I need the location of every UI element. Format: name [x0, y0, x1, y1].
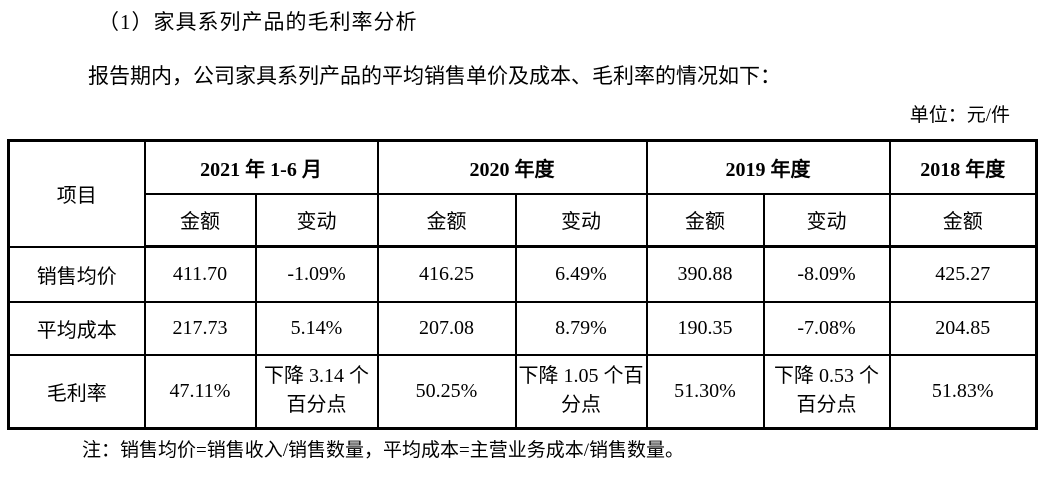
- header-change-2019: 变动: [762, 192, 891, 248]
- unit-label: 单位：元/件: [909, 105, 1010, 126]
- cell-change-2019: 下降 0.53 个百分点: [762, 353, 891, 430]
- cell-amount-2020: 416.25: [376, 245, 517, 303]
- gross-margin-table: 项目 2021 年 1-6 月 2020 年度 2019 年度 2018 年度 …: [7, 139, 1039, 430]
- header-change-2021: 变动: [254, 192, 379, 248]
- cell-amount-2019: 390.88: [645, 245, 765, 303]
- cell-change-2019: -7.08%: [762, 300, 891, 356]
- header-group-2020: 2020 年度: [376, 139, 648, 195]
- cell-change-2021: -1.09%: [254, 245, 379, 303]
- cell-amount-2021: 411.70: [143, 245, 257, 303]
- header-amount-2020: 金额: [376, 192, 517, 248]
- header-amount-2018: 金额: [888, 192, 1038, 248]
- row-label: 毛利率: [7, 353, 146, 430]
- cell-change-2020: 8.79%: [514, 300, 648, 356]
- footnote: 注：销售均价=销售收入/销售数量，平均成本=主营业务成本/销售数量。: [82, 440, 684, 461]
- table-header-row-cols: 金额 变动 金额 变动 金额 变动 金额: [9, 192, 1038, 248]
- cell-change-2019: -8.09%: [762, 245, 891, 303]
- header-group-2018: 2018 年度: [888, 139, 1038, 195]
- cell-amount-2018: 204.85: [888, 300, 1038, 356]
- section-title: （1）家具系列产品的毛利率分析: [98, 10, 418, 34]
- row-label: 销售均价: [7, 245, 146, 303]
- table-row-gross-margin: 毛利率 47.11% 下降 3.14 个百分点 50.25% 下降 1.05 个…: [7, 353, 1038, 430]
- table-row-avg-cost: 平均成本 217.73 5.14% 207.08 8.79% 190.35 -7…: [7, 300, 1038, 356]
- cell-amount-2018: 51.83%: [888, 353, 1038, 430]
- cell-amount-2021: 47.11%: [143, 353, 257, 430]
- header-group-2019: 2019 年度: [645, 139, 891, 195]
- cell-change-2021: 下降 3.14 个百分点: [254, 353, 379, 430]
- cell-change-2020: 6.49%: [514, 245, 648, 303]
- cell-amount-2020: 50.25%: [376, 353, 517, 430]
- header-group-2021: 2021 年 1-6 月: [143, 139, 379, 195]
- table-header-row-groups: 项目 2021 年 1-6 月 2020 年度 2019 年度 2018 年度: [7, 139, 1038, 248]
- cell-change-2021: 5.14%: [254, 300, 379, 356]
- cell-amount-2019: 190.35: [645, 300, 765, 356]
- cell-amount-2018: 425.27: [888, 245, 1038, 303]
- header-amount-2019: 金额: [645, 192, 765, 248]
- header-change-2020: 变动: [514, 192, 648, 248]
- header-item: 项目: [7, 139, 146, 248]
- cell-change-2020: 下降 1.05 个百分点: [514, 353, 648, 430]
- cell-amount-2019: 51.30%: [645, 353, 765, 430]
- table-row-avg-price: 销售均价 411.70 -1.09% 416.25 6.49% 390.88 -…: [7, 245, 1038, 303]
- row-label: 平均成本: [7, 300, 146, 356]
- header-amount-2021: 金额: [143, 192, 257, 248]
- cell-amount-2021: 217.73: [143, 300, 257, 356]
- cell-amount-2020: 207.08: [376, 300, 517, 356]
- intro-paragraph: 报告期内，公司家具系列产品的平均销售单价及成本、毛利率的情况如下：: [88, 64, 781, 88]
